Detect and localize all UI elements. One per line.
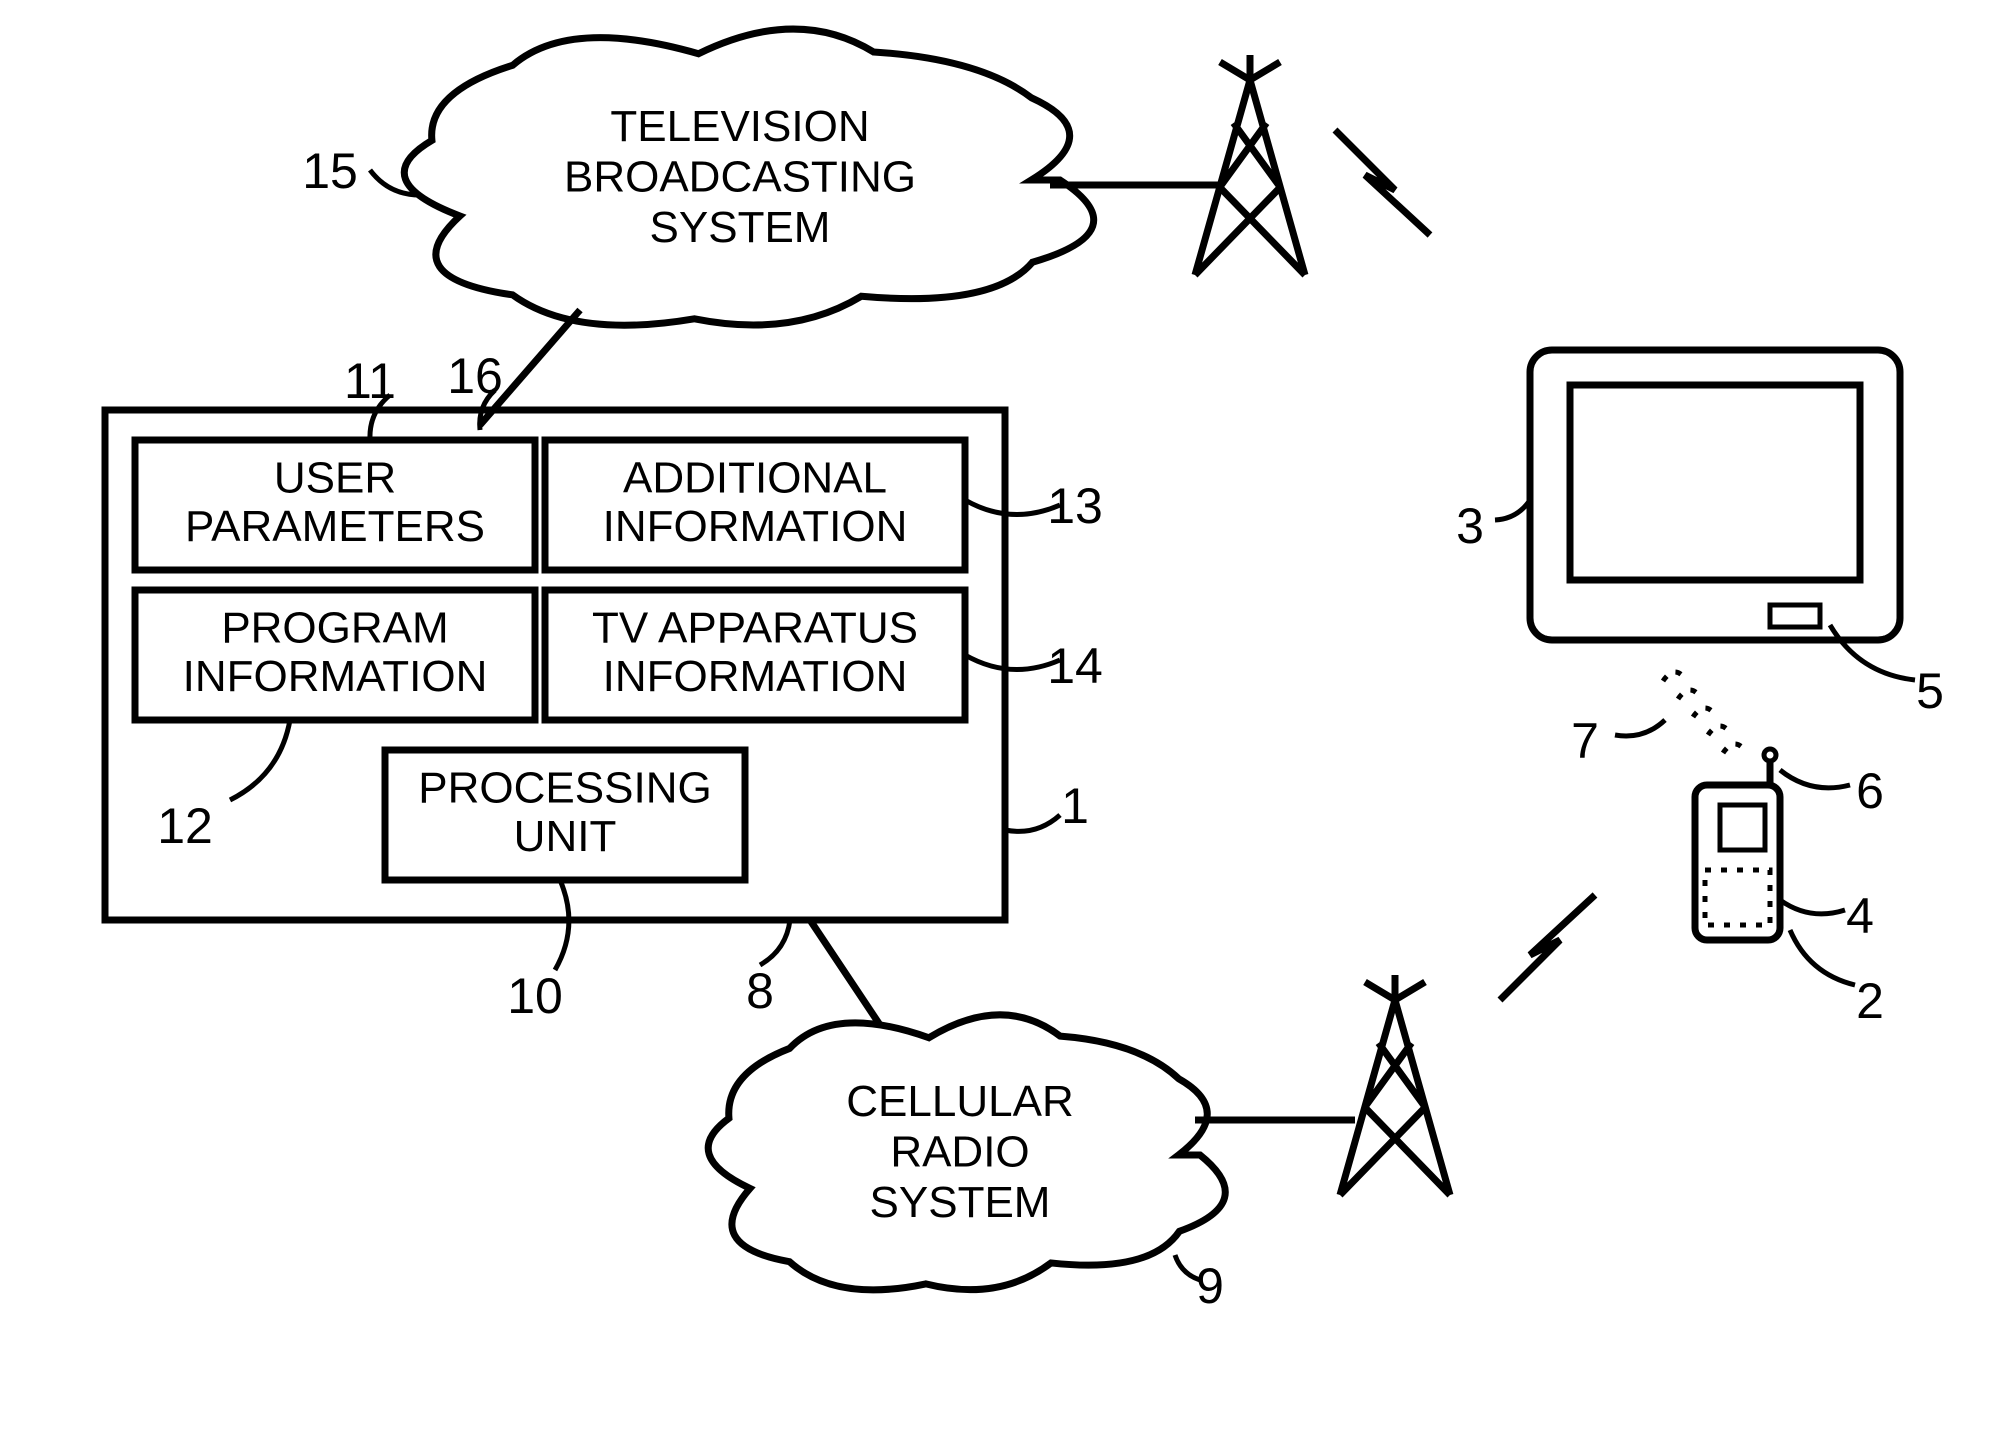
processing-box-label-1: UNIT xyxy=(514,812,617,861)
program-info-box-ref: 12 xyxy=(157,798,213,854)
additional-info-box-label-0: ADDITIONAL xyxy=(623,453,887,502)
phone-wave-icon xyxy=(1678,690,1702,699)
tv-antenna-icon-emitters xyxy=(1220,55,1280,80)
phone-ref-2: 2 xyxy=(1856,973,1884,1029)
tv-ref-5: 5 xyxy=(1916,663,1944,719)
processing-box-ref: 10 xyxy=(507,968,563,1024)
tv-broadcast-cloud-label-0: TELEVISION xyxy=(610,102,869,151)
cell-antenna-icon xyxy=(1340,1000,1450,1195)
tv-app-info-box-ref-leader xyxy=(965,655,1060,670)
phone-wave-icon xyxy=(1723,744,1747,753)
processing-box-label-0: PROCESSING xyxy=(418,763,711,812)
link-server-cellcloud xyxy=(810,920,880,1025)
tv-antenna-icon xyxy=(1195,80,1305,275)
user-params-box-label-1: PARAMETERS xyxy=(185,502,485,551)
phone-keypad-icon xyxy=(1705,870,1770,925)
tv-app-info-box-label-0: TV APPARATUS xyxy=(592,603,918,652)
tv-ref-3: 3 xyxy=(1456,498,1484,554)
phone-ref-6-leader xyxy=(1780,770,1850,788)
phone-ref-7: 7 xyxy=(1571,713,1599,769)
phone-ref-7-leader xyxy=(1615,720,1665,736)
tv-app-info-box-label-1: INFORMATION xyxy=(603,652,908,701)
phone-wave-icon xyxy=(1708,726,1732,735)
phone-ref-6: 6 xyxy=(1856,763,1884,819)
lightning-tv-icon xyxy=(1335,130,1430,235)
tv-set-icon xyxy=(1530,350,1900,640)
additional-info-box-label-1: INFORMATION xyxy=(603,502,908,551)
program-info-box-label-0: PROGRAM xyxy=(221,603,448,652)
lightning-cell-icon xyxy=(1500,895,1595,1000)
server-ref-8-leader xyxy=(760,920,790,965)
program-info-box-ref-leader xyxy=(230,720,290,800)
tv-ref-5-leader xyxy=(1830,625,1915,680)
server-ref-8: 8 xyxy=(746,963,774,1019)
user-params-box-label-0: USER xyxy=(274,453,396,502)
phone-ref-4: 4 xyxy=(1846,888,1874,944)
tv-broadcast-cloud-label-1: BROADCASTING xyxy=(564,153,916,202)
user-params-box-ref: 11 xyxy=(344,353,396,409)
phone-antenna-tip-icon xyxy=(1764,749,1776,761)
cellular-radio-cloud-ref: 9 xyxy=(1196,1258,1224,1314)
processing-box-ref-leader xyxy=(555,880,569,970)
program-info-box-label-1: INFORMATION xyxy=(183,652,488,701)
tv-app-info-box-ref: 14 xyxy=(1047,638,1103,694)
phone-wave-icon xyxy=(1663,672,1687,681)
phone-wave-icon xyxy=(1693,708,1717,717)
cellular-radio-cloud-label-1: RADIO xyxy=(890,1128,1029,1177)
phone-screen-icon xyxy=(1720,805,1765,850)
additional-info-box-ref: 13 xyxy=(1047,478,1103,534)
tv-button-icon xyxy=(1770,605,1820,627)
server-ref-1: 1 xyxy=(1061,778,1089,834)
tv-ref-3-leader xyxy=(1495,500,1530,520)
phone-ref-4-leader xyxy=(1780,900,1845,914)
cell-antenna-icon-emitters xyxy=(1365,975,1425,1000)
cellular-radio-cloud-label-2: SYSTEM xyxy=(870,1178,1051,1227)
additional-info-box-ref-leader xyxy=(965,500,1060,515)
tv-broadcast-cloud-label-2: SYSTEM xyxy=(650,203,831,252)
server-ref-16: 16 xyxy=(447,348,503,404)
tv-broadcast-cloud-ref: 15 xyxy=(302,143,358,199)
tv-screen-icon xyxy=(1570,385,1860,580)
cellular-radio-cloud-label-0: CELLULAR xyxy=(846,1077,1073,1126)
server-ref-1-leader xyxy=(1005,815,1060,831)
